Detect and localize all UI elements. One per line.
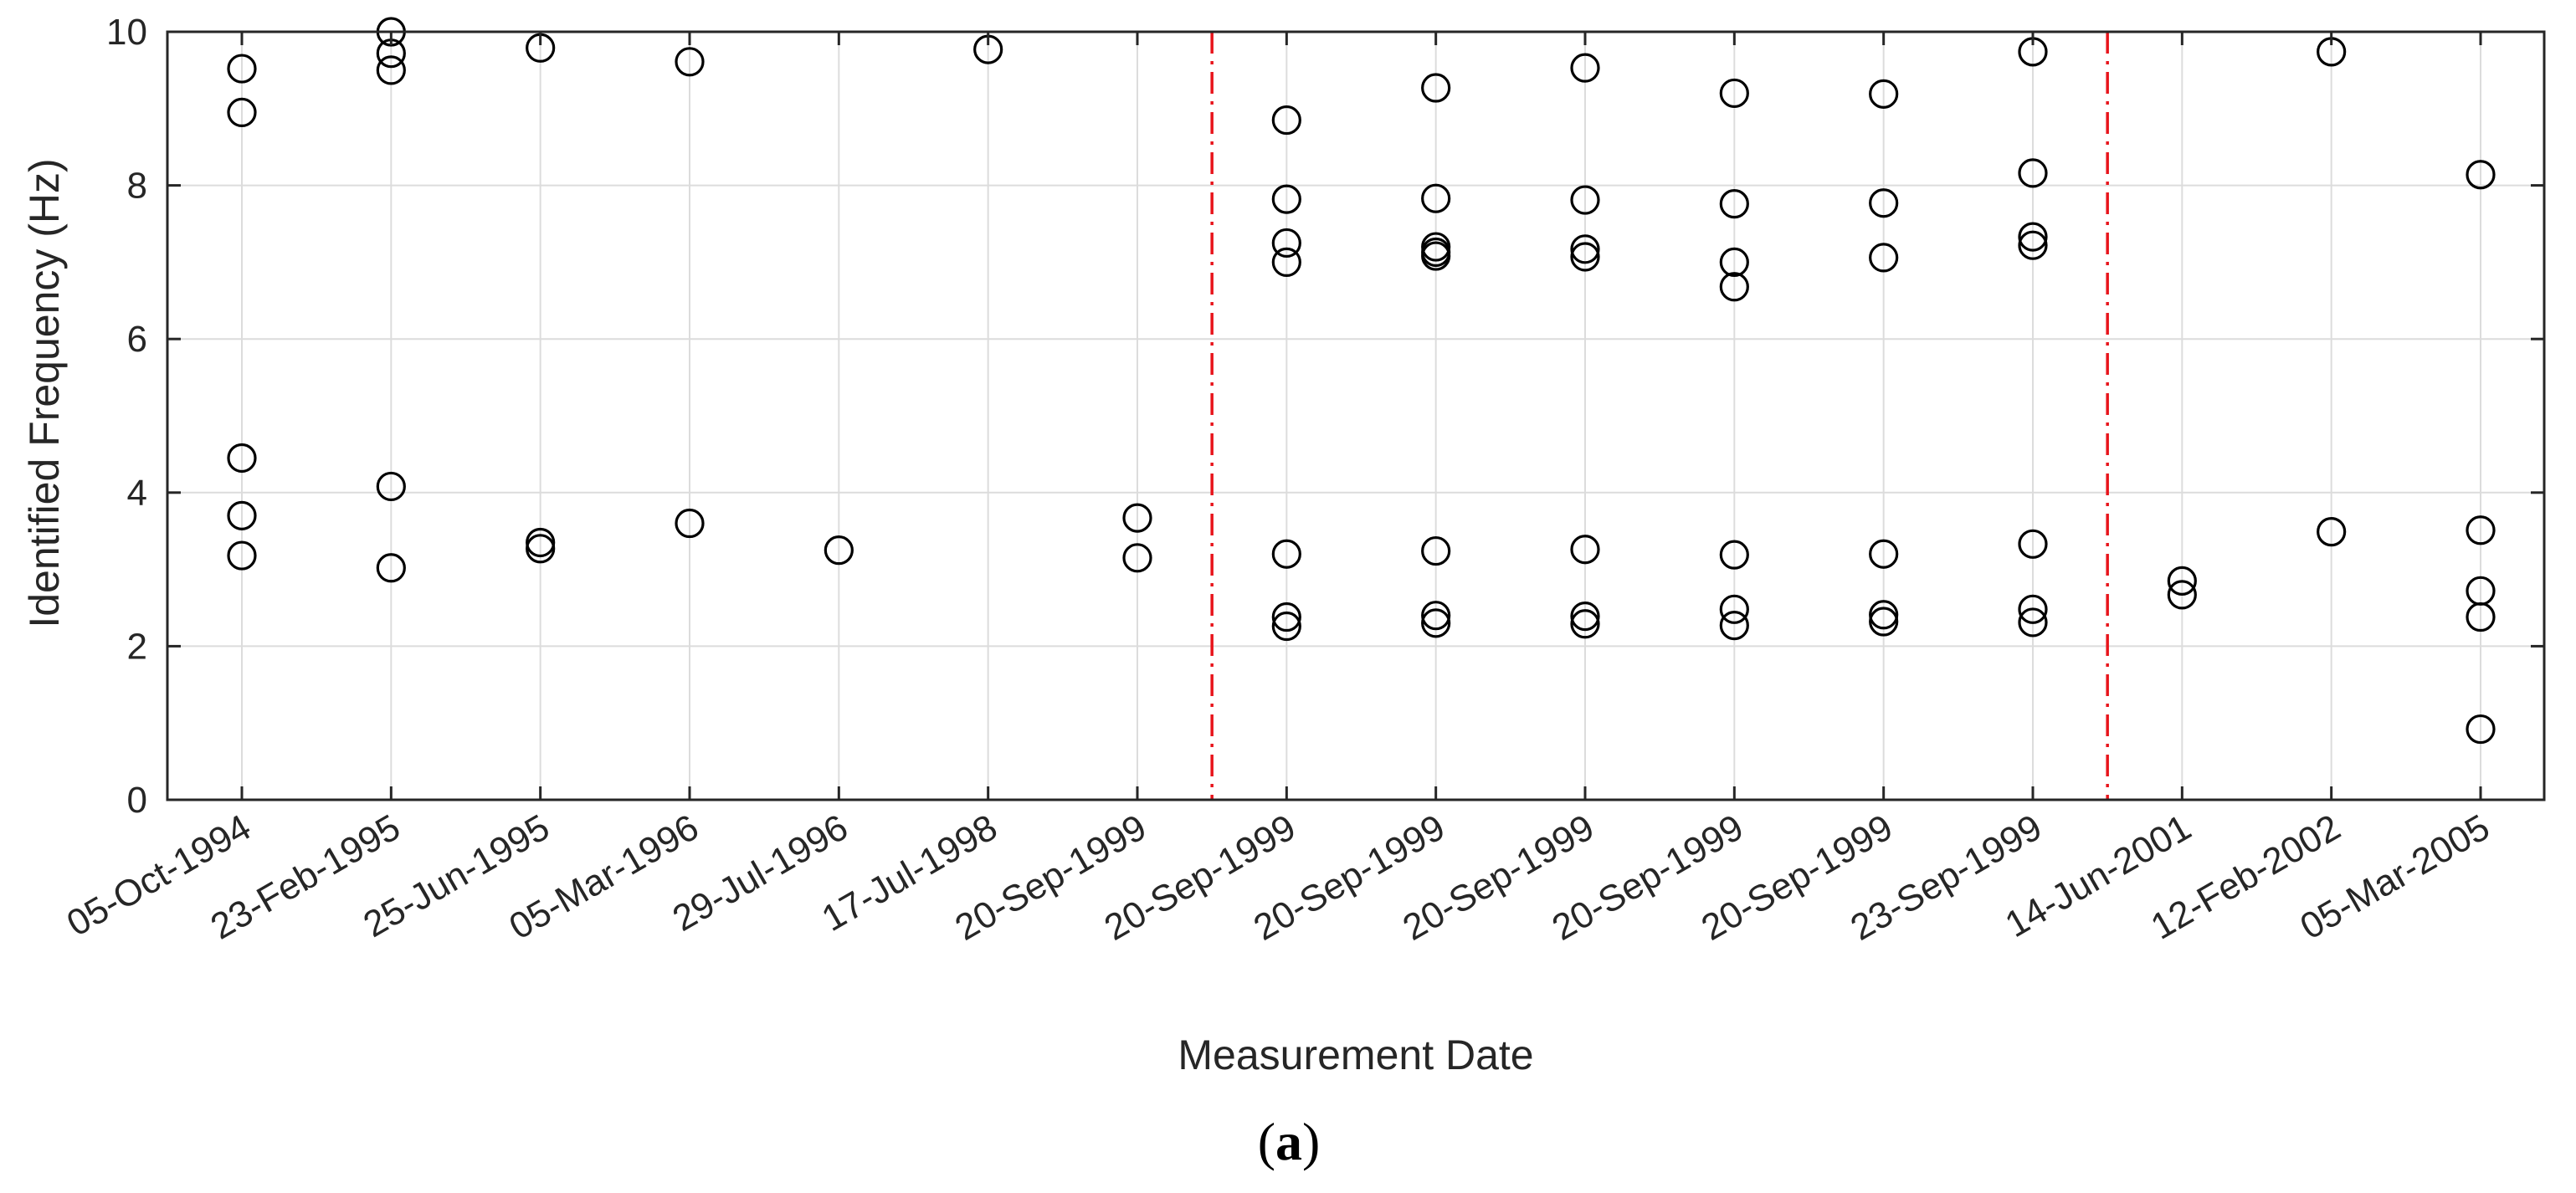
data-point	[2317, 517, 2347, 547]
data-point	[1869, 79, 1899, 109]
data-point	[2018, 222, 2048, 252]
data-point	[2018, 529, 2048, 559]
data-point	[227, 54, 257, 84]
data-point	[227, 540, 257, 571]
data-point	[2018, 158, 2048, 188]
data-point	[1570, 242, 1600, 272]
axis-layer	[166, 30, 2546, 801]
data-point	[1271, 539, 1301, 569]
data-point	[2466, 714, 2496, 745]
grid-layer	[167, 31, 2544, 801]
data-point	[1570, 601, 1600, 632]
data-point	[1719, 611, 1749, 641]
data-point	[1719, 189, 1749, 219]
data-point	[526, 534, 556, 564]
y-tick-label: 4	[127, 473, 147, 514]
data-point	[1421, 241, 1451, 271]
data-point	[1570, 535, 1600, 565]
data-point	[376, 471, 406, 502]
panel-label-letter: a	[1275, 1112, 1302, 1171]
data-point	[824, 535, 854, 566]
data-point	[2466, 602, 2496, 632]
data-point	[2167, 566, 2197, 596]
data-point	[1271, 611, 1301, 642]
data-point	[1869, 600, 1899, 630]
data-point	[2466, 160, 2496, 190]
data-point	[1271, 228, 1301, 259]
data-point	[2018, 607, 2048, 637]
data-point	[1719, 247, 1749, 277]
data-point	[1719, 594, 1749, 624]
data-point	[227, 500, 257, 530]
data-point	[1421, 73, 1451, 103]
data-point	[2018, 230, 2048, 260]
data-point	[2466, 515, 2496, 545]
data-point	[1570, 185, 1600, 215]
data-point	[675, 508, 705, 539]
data-point	[1719, 272, 1749, 302]
y-tick-label: 8	[127, 166, 147, 207]
data-point	[1271, 247, 1301, 277]
y-tick-label: 6	[127, 319, 147, 360]
data-point	[1122, 503, 1152, 533]
data-point	[526, 527, 556, 558]
data-point	[1719, 540, 1749, 570]
data-point	[1271, 105, 1301, 136]
panel-label-open: (	[1258, 1112, 1275, 1171]
y-tick-label: 0	[127, 780, 147, 821]
data-point	[1719, 78, 1749, 109]
data-point	[1421, 535, 1451, 566]
data-point	[376, 553, 406, 583]
separator-layer	[1210, 32, 2109, 800]
points-layer	[227, 17, 2496, 745]
panel-label: (a)	[1258, 1112, 1321, 1171]
data-point	[1570, 53, 1600, 83]
data-point	[1570, 234, 1600, 264]
data-point	[227, 443, 257, 474]
data-point	[1421, 601, 1451, 631]
data-point	[1271, 184, 1301, 214]
plot-frame	[166, 30, 2546, 801]
data-point	[1122, 543, 1152, 573]
data-point	[1570, 609, 1600, 639]
data-point	[1421, 183, 1451, 213]
tick-label-layer: 024681005-Oct-199423-Feb-199525-Jun-1995…	[60, 12, 2496, 949]
data-point	[376, 55, 406, 85]
data-point	[675, 47, 705, 77]
panel-label-close: )	[1302, 1112, 1320, 1171]
data-point	[1869, 539, 1899, 569]
data-point	[1869, 607, 1899, 637]
data-point	[2018, 594, 2048, 624]
x-axis-title: Measurement Date	[1178, 1032, 1533, 1078]
y-axis-title: Identified Frequency (Hz)	[21, 158, 68, 627]
data-point	[1421, 608, 1451, 638]
y-tick-label: 10	[106, 12, 147, 53]
data-point	[227, 97, 257, 127]
data-point	[2167, 580, 2197, 610]
y-tick-label: 2	[127, 626, 147, 667]
data-point	[1271, 602, 1301, 632]
data-point	[1869, 188, 1899, 218]
data-point	[1869, 243, 1899, 273]
